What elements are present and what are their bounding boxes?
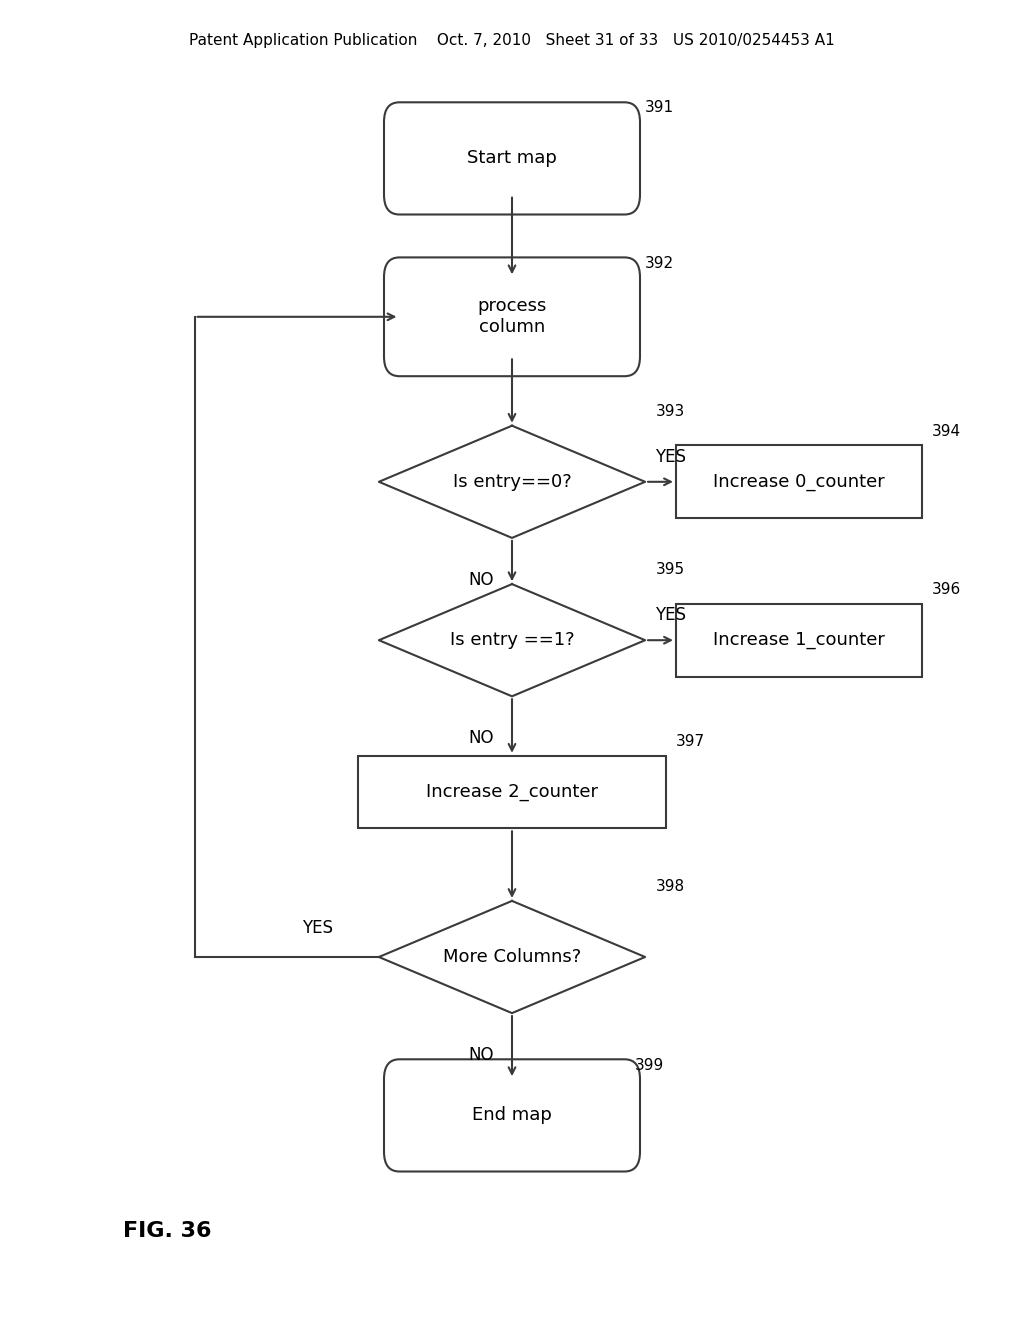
Polygon shape [379,583,645,697]
Text: 393: 393 [655,404,685,420]
FancyBboxPatch shape [384,257,640,376]
Bar [358,755,666,829]
Bar [676,445,922,517]
Text: 398: 398 [655,879,684,895]
FancyBboxPatch shape [384,103,640,214]
Text: 391: 391 [645,100,674,116]
Text: End map: End map [472,1106,552,1125]
Text: Increase 1_counter: Increase 1_counter [713,631,885,649]
Text: Is entry==0?: Is entry==0? [453,473,571,491]
Text: YES: YES [302,919,333,937]
Text: 399: 399 [635,1057,665,1072]
Polygon shape [379,900,645,1014]
Text: process
column: process column [477,297,547,337]
Text: 396: 396 [932,582,962,597]
FancyBboxPatch shape [384,1059,640,1172]
Text: More Columns?: More Columns? [442,948,582,966]
Text: FIG. 36: FIG. 36 [123,1221,211,1241]
Text: Increase 0_counter: Increase 0_counter [713,473,885,491]
Text: Patent Application Publication    Oct. 7, 2010   Sheet 31 of 33   US 2010/025445: Patent Application Publication Oct. 7, 2… [189,33,835,48]
Text: YES: YES [655,606,686,624]
Text: Start map: Start map [467,149,557,168]
Text: YES: YES [655,447,686,466]
Text: 394: 394 [932,424,961,438]
Text: Is entry ==1?: Is entry ==1? [450,631,574,649]
Bar [676,605,922,676]
Polygon shape [379,425,645,539]
Text: NO: NO [469,570,494,589]
Text: NO: NO [469,729,494,747]
Text: Increase 2_counter: Increase 2_counter [426,783,598,801]
Text: 395: 395 [655,562,684,578]
Text: 392: 392 [645,256,674,271]
Text: NO: NO [469,1045,494,1064]
Text: 397: 397 [676,734,705,748]
